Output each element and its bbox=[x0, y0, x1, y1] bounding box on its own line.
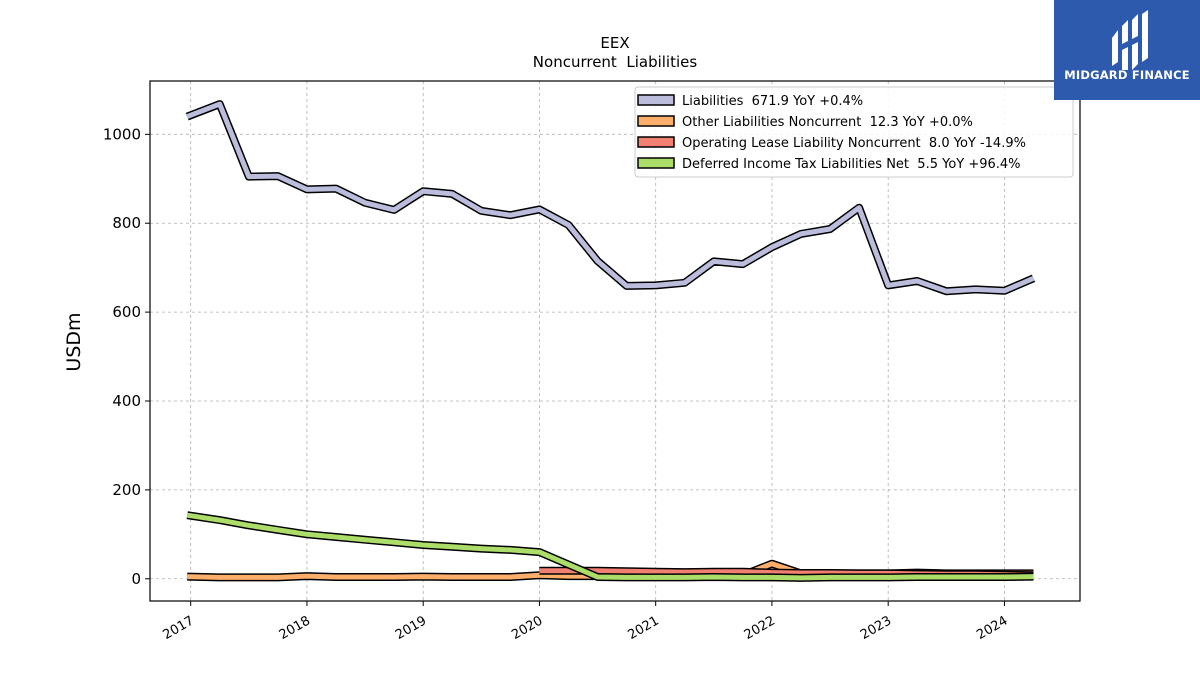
legend-label-1: Other Liabilities Noncurrent 12.3 YoY +0… bbox=[682, 115, 973, 130]
y-tick-label: 1000 bbox=[103, 125, 141, 143]
legend-label-0: Liabilities 671.9 YoY +0.4% bbox=[682, 94, 863, 109]
x-tick-label: 2018 bbox=[277, 613, 313, 643]
y-tick-label: 0 bbox=[131, 570, 141, 588]
y-tick-label: 600 bbox=[112, 303, 141, 321]
legend: Liabilities 671.9 YoY +0.4% Other Liabili… bbox=[634, 86, 1074, 178]
legend-swatch-2 bbox=[637, 136, 675, 148]
brand-logo: MIDGARD FINANCE bbox=[1054, 0, 1200, 100]
series-layer bbox=[185, 100, 1036, 582]
x-tick-label: 2023 bbox=[858, 613, 894, 643]
legend-swatch-3 bbox=[637, 157, 675, 169]
legend-box bbox=[634, 86, 1074, 178]
series-line-3 bbox=[186, 512, 1034, 581]
brand-name: MIDGARD FINANCE bbox=[1064, 68, 1190, 82]
brand-emblem-icon bbox=[1112, 10, 1148, 70]
legend-label-3: Deferred Income Tax Liabilities Net 5.5 … bbox=[682, 157, 1021, 172]
plot-frame bbox=[149, 80, 1081, 602]
x-tick-label: 2021 bbox=[626, 613, 662, 643]
chart-title: EEX bbox=[600, 34, 629, 52]
legend-swatch-1 bbox=[637, 115, 675, 127]
x-tick-label: 2020 bbox=[509, 613, 545, 643]
series-line-0 bbox=[186, 101, 1035, 294]
legend-swatch-0 bbox=[637, 94, 675, 106]
legend-label-2: Operating Lease Liability Noncurrent 8.0… bbox=[682, 136, 1026, 151]
y-tick-label: 200 bbox=[112, 481, 141, 499]
x-tick-label: 2024 bbox=[974, 613, 1010, 643]
chart-subtitle: Noncurrent Liabilities bbox=[533, 53, 698, 71]
x-tick-label: 2022 bbox=[742, 613, 778, 643]
x-tick-label: 2019 bbox=[393, 613, 429, 643]
y-axis-label: USDm bbox=[63, 312, 85, 371]
axes: 0 200 400 600 800 1000 2017 2018 2019 2020 2021 202… bbox=[103, 125, 1011, 643]
y-tick-label: 800 bbox=[112, 214, 141, 232]
y-tick-label: 400 bbox=[112, 392, 141, 410]
x-tick-label: 2017 bbox=[161, 613, 197, 643]
